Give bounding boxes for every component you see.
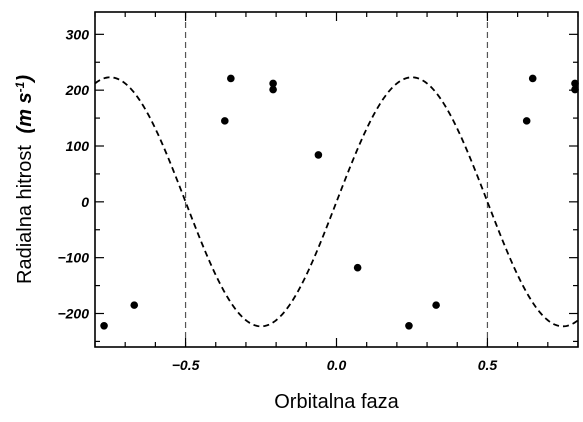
data-point [130,301,139,309]
y-axis-unit-close: ) [14,75,36,84]
y-axis-unit: (m s [14,92,36,133]
plot-frame [94,11,579,348]
data-point [571,79,579,88]
data-point [269,85,277,94]
x-tick-label: −0.5 [172,357,200,373]
data-point [227,74,235,83]
y-tick-label: 100 [66,138,90,154]
data-point [528,74,537,83]
x-axis-title: Orbitalna faza [274,391,399,413]
x-tick-label: 0.0 [327,357,347,373]
y-tick-label: 300 [66,26,90,42]
y-axis-unit-exponent: -1 [13,81,27,92]
fit-curve [94,76,579,328]
y-tick-label: −200 [57,306,89,322]
phase-reference-lines [184,12,489,347]
y-tick-label: 200 [65,82,90,98]
y-axis-title-text: Radialna hitrost [14,145,36,284]
data-point [522,117,531,125]
data-point [432,301,440,309]
data-point [100,321,108,330]
y-axis-title: Radialna hitrost (m s-1) [13,75,36,284]
x-tick-label: 0.5 [478,357,498,373]
x-tick-labels: −0.5 0.0 0.5 [172,357,498,373]
data-point [314,151,323,159]
data-point [269,79,277,88]
axis-ticks [94,12,579,347]
y-tick-label: −100 [57,250,89,266]
data-point [405,321,413,330]
data-point [353,263,362,272]
y-tick-labels: −200 −100 0 100 200 300 [57,26,89,321]
y-tick-label: 0 [81,194,89,210]
fit-curve-group [94,76,579,328]
data-points-group [100,74,579,330]
data-point [221,117,229,125]
